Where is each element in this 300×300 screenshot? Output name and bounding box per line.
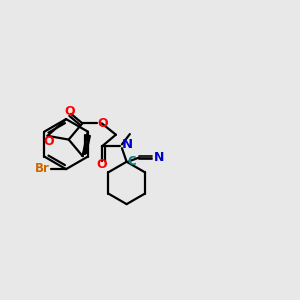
Text: N: N	[154, 151, 164, 164]
Text: C: C	[128, 155, 136, 168]
Text: N: N	[121, 139, 133, 152]
Text: Br: Br	[35, 162, 50, 175]
Text: O: O	[43, 135, 54, 148]
Text: O: O	[96, 158, 106, 172]
Text: O: O	[64, 105, 75, 118]
Text: O: O	[98, 116, 108, 130]
